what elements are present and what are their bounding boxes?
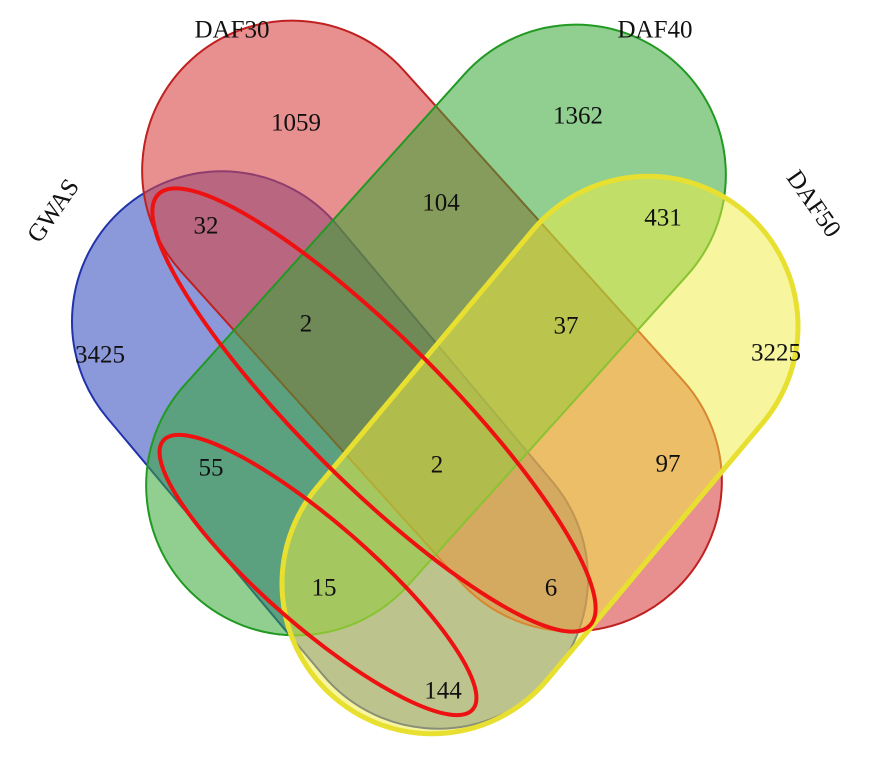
region-count: 1362 [553, 103, 603, 130]
region-count: 3425 [75, 342, 125, 369]
set-label: DAF50 [781, 166, 846, 243]
region-count: 3225 [751, 340, 801, 367]
region-count: 431 [644, 205, 682, 232]
highlight-ellipses [150, 186, 598, 718]
set-label: GWAS [22, 174, 85, 248]
region-count: 37 [554, 313, 579, 340]
region-count: 2 [300, 311, 313, 338]
region-count: 144 [424, 678, 462, 705]
set-shapes [71, 19, 801, 737]
region-labels: 1059 1362 32 104 431 3425 2 37 3225 55 2 97 15 6 144 [75, 103, 801, 705]
highlight-ellipse [157, 432, 479, 718]
region-count: 6 [545, 575, 558, 602]
region-count: 104 [422, 190, 460, 217]
region-count: 15 [312, 575, 337, 602]
region-count: 32 [194, 213, 219, 240]
region-count: 55 [199, 455, 224, 482]
region-count: 2 [431, 452, 444, 479]
region-count: 1059 [271, 110, 321, 137]
set-label: DAF40 [617, 17, 692, 44]
set-label: DAF30 [194, 17, 269, 44]
region-count: 97 [656, 451, 681, 478]
highlight-ellipse [150, 186, 598, 634]
